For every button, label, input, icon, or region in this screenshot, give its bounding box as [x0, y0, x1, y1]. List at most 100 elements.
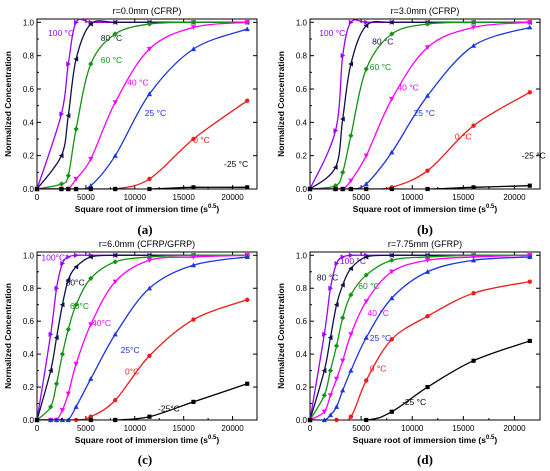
panel-caption: (a) [137, 222, 152, 237]
data-point [340, 169, 346, 175]
data-point [527, 279, 532, 284]
data-point [59, 351, 66, 357]
series--25c: -25°C [34, 381, 250, 423]
panel-caption: (d) [417, 452, 433, 467]
data-point [348, 265, 353, 272]
x-tick-label: 0 [35, 424, 40, 433]
y-tick-label: 1.0 [23, 251, 35, 260]
data-point [146, 285, 153, 291]
data-point [424, 269, 431, 274]
data-point [348, 332, 354, 337]
data-point [88, 275, 94, 281]
data-point [424, 45, 431, 50]
data-point [527, 20, 533, 25]
data-point [191, 399, 196, 404]
data-point [146, 254, 153, 260]
data-point [364, 417, 369, 423]
data-point [48, 404, 54, 410]
data-point [389, 19, 394, 25]
y-axis-label: Normalized Concentration [276, 51, 286, 157]
data-point [348, 367, 354, 373]
data-point [333, 302, 339, 308]
x-tick-label: 5000 [352, 193, 370, 202]
series-25c: 25 °C [34, 26, 250, 192]
data-point [333, 343, 340, 349]
data-point [348, 186, 353, 192]
data-point [112, 331, 118, 337]
data-point [147, 353, 152, 358]
series-0c: 0 °C [34, 98, 250, 192]
x-tick-label: 20000 [221, 424, 244, 433]
data-point [348, 252, 354, 258]
series-line [310, 256, 530, 420]
series-line [37, 186, 248, 189]
data-point [112, 259, 118, 265]
y-tick-label: 0.8 [23, 284, 35, 293]
data-point [113, 186, 118, 192]
series-label: 100 °C [319, 28, 345, 38]
series-line [310, 254, 530, 420]
y-tick-label: 0.4 [23, 118, 35, 127]
y-tick-label: 0.2 [296, 152, 308, 161]
series-line [310, 20, 530, 189]
series-label: 80 °C [317, 273, 338, 283]
data-point [363, 299, 369, 305]
data-point [340, 282, 345, 288]
series-label: 60 °C [101, 55, 122, 65]
data-point [88, 61, 94, 67]
data-point [66, 186, 71, 192]
series-label: 0 °C [455, 132, 472, 142]
data-point [333, 404, 340, 409]
data-point [34, 186, 40, 192]
series-label: 40 °C [368, 308, 389, 318]
data-point [65, 391, 71, 397]
data-point [73, 361, 79, 367]
data-point [245, 381, 250, 386]
data-point [147, 414, 152, 419]
data-point [527, 183, 532, 188]
y-tick-label: 0.4 [296, 118, 308, 127]
series-line [310, 19, 530, 189]
data-point [88, 21, 93, 27]
series-label: 25 °C [370, 333, 391, 343]
data-point [348, 61, 353, 67]
y-tick-label: 0.4 [296, 350, 308, 359]
data-point [340, 315, 346, 321]
series-label: 60 °C [370, 62, 391, 72]
data-point [113, 417, 118, 423]
data-point [73, 176, 79, 182]
data-point [88, 186, 93, 192]
data-point [471, 123, 476, 128]
data-point [190, 25, 197, 30]
data-point [527, 254, 533, 260]
data-point [244, 254, 250, 260]
data-point [425, 384, 430, 390]
data-point [470, 254, 477, 260]
data-point [60, 260, 66, 267]
data-point [112, 31, 118, 37]
series-80c: 80 °C [307, 19, 532, 192]
data-point [348, 414, 354, 419]
data-point [34, 417, 40, 423]
data-point [348, 292, 354, 298]
data-point [112, 279, 118, 285]
x-tick-label: 10000 [124, 193, 147, 202]
data-point [389, 149, 395, 155]
series-label: -25 °C [402, 397, 426, 407]
chart-panel-a: 0 5000 10000 15000 20000 0.0 0.2 0.4 0.6 0.8 1.0 r=… [3, 6, 258, 237]
data-point [190, 254, 197, 260]
x-tick-label: 0 [308, 193, 313, 202]
data-point [321, 367, 327, 374]
data-point [48, 367, 53, 374]
x-tick-label: 10000 [401, 193, 424, 202]
data-point [363, 335, 369, 340]
x-tick-label: 15000 [452, 424, 475, 433]
data-point [327, 393, 334, 398]
series-line [310, 254, 530, 420]
series-label: 0 °C [193, 135, 210, 145]
data-point [59, 408, 66, 413]
data-point [527, 24, 533, 30]
x-tick-label: 15000 [452, 193, 475, 202]
series-label: 25 °C [145, 108, 166, 118]
